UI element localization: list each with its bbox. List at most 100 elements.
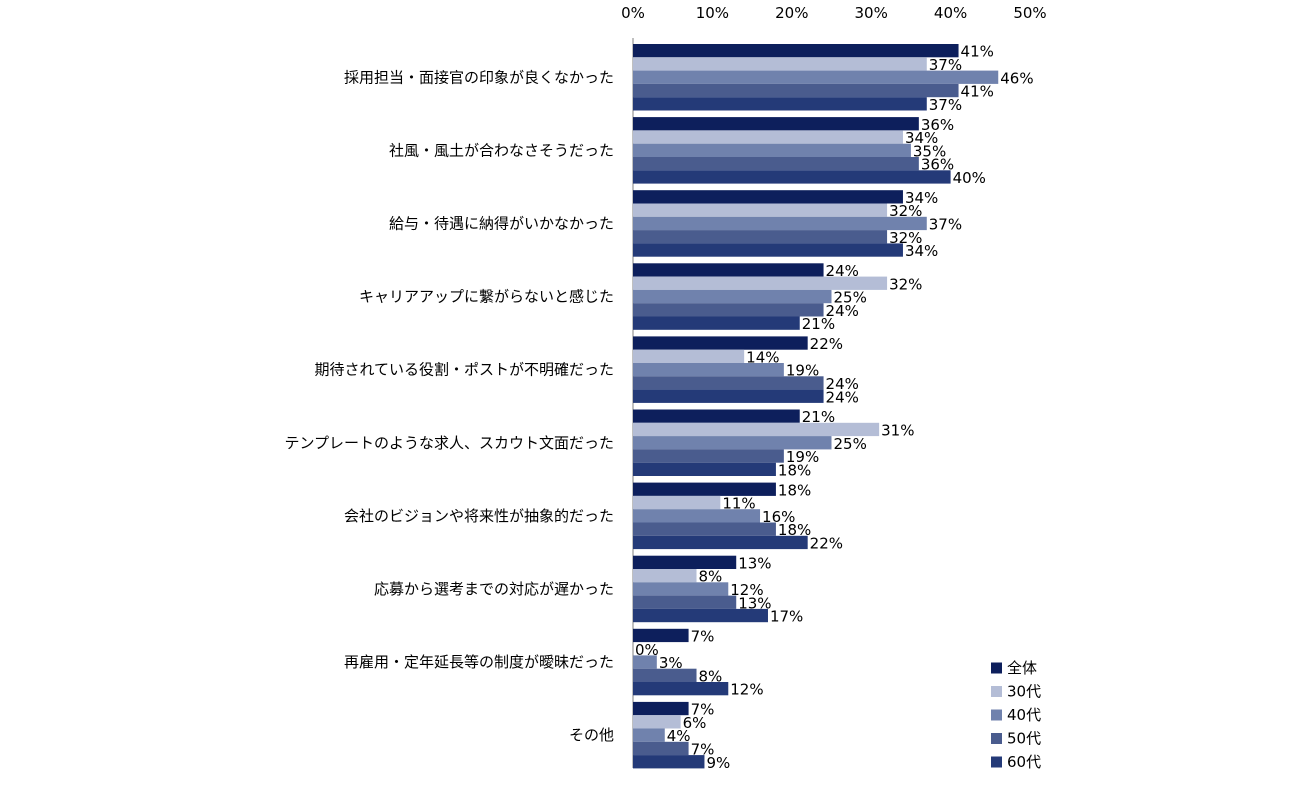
- data-label: 32%: [889, 275, 922, 293]
- bar: [633, 482, 776, 496]
- category-label: 再雇用・定年延長等の制度が曖昧だった: [344, 653, 614, 671]
- data-label: 7%: [691, 701, 715, 719]
- category-label: 社風・風土が合わなさそうだった: [389, 141, 614, 159]
- bar: [633, 336, 808, 350]
- data-label: 12%: [730, 581, 763, 599]
- data-label: 37%: [929, 56, 962, 74]
- bar: [633, 509, 761, 523]
- bar: [633, 44, 959, 58]
- bar: [633, 143, 911, 157]
- data-label: 41%: [961, 43, 994, 61]
- category-label: テンプレートのような求人、スカウト文面だった: [284, 434, 614, 452]
- bar: [633, 97, 927, 111]
- bar: [633, 170, 951, 184]
- data-label: 22%: [810, 335, 843, 353]
- legend-label: 全体: [1007, 659, 1037, 677]
- legend-swatch: [991, 686, 1002, 697]
- data-label: 35%: [913, 142, 946, 160]
- data-label: 24%: [826, 262, 859, 280]
- data-label: 40%: [953, 169, 986, 187]
- legend: 全体 30代 40代 50代 60代: [991, 659, 1041, 771]
- legend-swatch: [991, 709, 1002, 721]
- bar: [633, 130, 903, 144]
- data-label: 14%: [746, 348, 779, 366]
- bar: [633, 316, 800, 330]
- legend-label: 50代: [1007, 730, 1041, 748]
- bar: [633, 715, 681, 729]
- category-label: 期待されている役割・ポストが不明確だった: [314, 361, 614, 379]
- category-label: その他: [569, 726, 614, 744]
- data-label: 31%: [881, 421, 914, 439]
- data-label: 41%: [961, 83, 994, 101]
- bar: [633, 389, 824, 403]
- bar: [633, 349, 745, 363]
- bar: [633, 462, 776, 476]
- data-label: 32%: [889, 202, 922, 220]
- category-label: 採用担当・面接官の印象が良くなかった: [344, 68, 614, 86]
- x-tick-label: 0%: [621, 4, 645, 22]
- bar: [633, 682, 729, 696]
- data-label: 19%: [786, 448, 819, 466]
- data-label: 13%: [738, 594, 771, 612]
- bar: [633, 495, 721, 510]
- data-label: 19%: [786, 362, 819, 380]
- data-label: 4%: [667, 727, 691, 745]
- bar-marks: [633, 44, 999, 769]
- bar: [633, 655, 657, 669]
- legend-swatch: [991, 733, 1002, 744]
- data-label: 34%: [905, 129, 938, 147]
- data-label: 22%: [810, 534, 843, 552]
- legend-swatch: [991, 662, 1002, 674]
- bar: [633, 289, 832, 304]
- bar: [633, 303, 824, 317]
- bar: [633, 157, 919, 171]
- bar: [633, 57, 927, 71]
- category-label: 会社のビジョンや将来性が抽象的だった: [344, 507, 614, 525]
- data-label: 6%: [683, 714, 707, 732]
- data-label: 37%: [929, 96, 962, 114]
- x-tick-label: 20%: [775, 4, 808, 22]
- bar: [633, 203, 888, 217]
- data-label: 13%: [738, 554, 771, 572]
- bar: [633, 230, 888, 244]
- data-label: 36%: [921, 116, 954, 134]
- x-tick-label: 10%: [696, 4, 729, 22]
- x-tick-label: 30%: [855, 4, 888, 22]
- bar: [633, 449, 784, 463]
- bar: [633, 608, 768, 623]
- data-label: 36%: [921, 156, 954, 174]
- bar: [633, 422, 880, 437]
- data-label: 7%: [691, 627, 715, 645]
- bar: [633, 376, 824, 390]
- data-label: 3%: [659, 654, 683, 672]
- x-tick-label: 50%: [1013, 4, 1046, 22]
- bar: [633, 582, 729, 596]
- bar: [633, 190, 903, 204]
- bar: [633, 276, 888, 290]
- x-tick-label: 40%: [934, 4, 967, 22]
- data-label: 25%: [834, 435, 867, 453]
- legend-label: 40代: [1007, 706, 1041, 724]
- data-label: 34%: [905, 189, 938, 207]
- data-label: 46%: [1000, 69, 1033, 87]
- bar: [633, 728, 665, 742]
- bar: [633, 755, 705, 769]
- bar: [633, 628, 689, 643]
- bar: [633, 409, 800, 423]
- category-label: キャリアアップに繋がらないと感じた: [359, 288, 614, 306]
- data-label: 18%: [778, 461, 811, 479]
- category-labels: 採用担当・面接官の印象が良くなかった社風・風土が合わなさそうだった給与・待遇に納…: [284, 68, 614, 744]
- data-label: 8%: [699, 568, 723, 586]
- data-label: 21%: [802, 315, 835, 333]
- bar: [633, 701, 689, 716]
- bar: [633, 522, 776, 536]
- data-label: 18%: [778, 521, 811, 539]
- bar: [633, 535, 808, 550]
- data-label: 24%: [826, 375, 859, 393]
- bar: [633, 216, 927, 231]
- bar: [633, 83, 959, 98]
- legend-label: 30代: [1007, 683, 1041, 701]
- data-label: 32%: [889, 229, 922, 247]
- bar: [633, 70, 999, 84]
